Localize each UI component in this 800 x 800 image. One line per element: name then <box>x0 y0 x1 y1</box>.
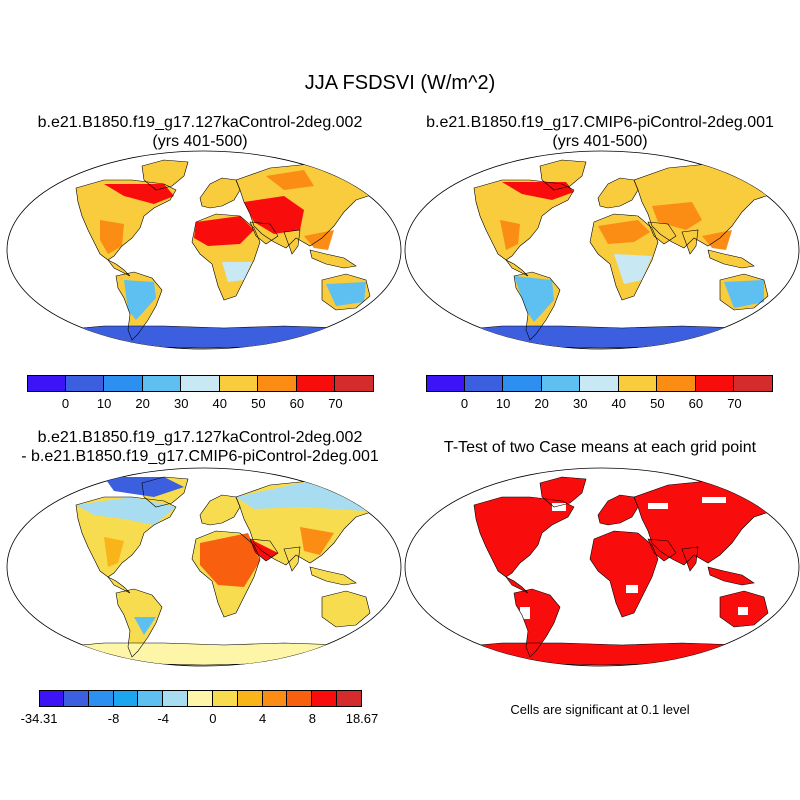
colorbar-tick-label: 70 <box>727 396 742 411</box>
panel1-title-line2: (yrs 401-500) <box>152 133 248 150</box>
colorbar-cell <box>188 690 213 707</box>
colorbar-cell <box>65 375 105 392</box>
diff-tick-label: -8 <box>107 711 120 726</box>
colorbar-cell <box>142 375 182 392</box>
map-difference <box>6 467 402 667</box>
colorbar-tick-label: 0 <box>460 396 469 411</box>
colorbar-case2 <box>426 375 773 392</box>
colorbar-cell <box>258 375 297 392</box>
diff-tick-label: 4 <box>258 711 267 726</box>
colorbar-cell <box>503 375 542 392</box>
colorbar-cell <box>541 375 581 392</box>
diff-tick-label: -4 <box>157 711 169 726</box>
colorbar-cell <box>219 375 259 392</box>
colorbar-tick-label: 10 <box>495 396 511 411</box>
panel2-title: b.e21.B1850.f19_g17.CMIP6-piControl-2deg… <box>400 113 800 151</box>
panel2-title-line2: (yrs 401-500) <box>552 133 648 150</box>
panel4-title-line1: T-Test of two Case means at each grid po… <box>443 439 757 456</box>
colorbar-case1 <box>27 375 374 392</box>
colorbar-cell <box>237 690 263 707</box>
colorbar-cell <box>695 375 735 392</box>
map-case2 <box>404 150 800 350</box>
colorbar-cell <box>113 690 139 707</box>
colorbar-cell <box>312 690 338 707</box>
colorbar-tick-label: 10 <box>96 396 112 411</box>
colorbar-tick-label: 50 <box>251 396 266 411</box>
colorbar-tick-label: 60 <box>688 396 704 411</box>
colorbar-tick-label: 0 <box>61 396 70 411</box>
map-ttest <box>404 467 800 667</box>
panel3-title: b.e21.B1850.f19_g17.127kaControl-2deg.00… <box>0 428 400 466</box>
colorbar-cell <box>104 375 143 392</box>
panel1-title: b.e21.B1850.f19_g17.127kaControl-2deg.00… <box>0 113 400 151</box>
colorbar-cell <box>138 690 164 707</box>
panel3-title-line1: b.e21.B1850.f19_g17.127kaControl-2deg.00… <box>37 429 363 446</box>
colorbar-tick-label: 30 <box>572 396 588 411</box>
colorbar-cell <box>657 375 696 392</box>
colorbar-cell <box>296 375 336 392</box>
colorbar-cell <box>212 690 238 707</box>
colorbar-cell <box>287 690 313 707</box>
colorbar-tick-label: 20 <box>534 396 549 411</box>
diff-tick-label: 8 <box>308 711 316 726</box>
diff-tick-label: -34.31 <box>20 711 58 726</box>
colorbar-cell <box>163 690 189 707</box>
panel3-title-line2: - b.e21.B1850.f19_g17.CMIP6-piControl-2d… <box>21 448 379 465</box>
panel1-title-line1: b.e21.B1850.f19_g17.127kaControl-2deg.00… <box>37 114 363 131</box>
diff-tick-label: 0 <box>209 711 217 726</box>
colorbar-cell <box>63 690 89 707</box>
colorbar-case1-labels: 0 10 20 30 40 50 60 70 <box>27 396 374 412</box>
colorbar-tick-label: 30 <box>173 396 189 411</box>
panel2-title-line1: b.e21.B1850.f19_g17.CMIP6-piControl-2deg… <box>426 114 774 131</box>
colorbar-cell <box>734 375 773 392</box>
colorbar-tick-label: 60 <box>289 396 305 411</box>
colorbar-cell <box>426 375 465 392</box>
colorbar-tick-label: 40 <box>611 396 626 411</box>
panel4-title: T-Test of two Case means at each grid po… <box>400 438 800 457</box>
colorbar-cell <box>39 690 64 707</box>
diff-tick-label: 18.67 <box>345 711 379 726</box>
figure-title: JJA FSDSVI (W/m^2) <box>304 72 496 94</box>
colorbar-tick-label: 20 <box>135 396 150 411</box>
colorbar-tick-label: 70 <box>328 396 343 411</box>
map-case1 <box>6 150 402 350</box>
colorbar-tick-label: 40 <box>212 396 227 411</box>
colorbar-cell <box>464 375 504 392</box>
colorbar-difference-labels: -34.31 -8 -4 0 4 8 18.67 <box>21 711 379 727</box>
colorbar-tick-label: 50 <box>650 396 665 411</box>
colorbar-difference <box>39 690 362 707</box>
colorbar-cell <box>580 375 619 392</box>
colorbar-cell <box>335 375 374 392</box>
colorbar-case2-labels: 0 10 20 30 40 50 60 70 <box>426 396 773 412</box>
colorbar-cell <box>88 690 114 707</box>
significance-note: Cells are significant at 0.1 level <box>510 702 690 717</box>
colorbar-cell <box>618 375 658 392</box>
colorbar-cell <box>262 690 288 707</box>
colorbar-cell <box>27 375 66 392</box>
colorbar-cell <box>337 690 362 707</box>
colorbar-cell <box>181 375 220 392</box>
